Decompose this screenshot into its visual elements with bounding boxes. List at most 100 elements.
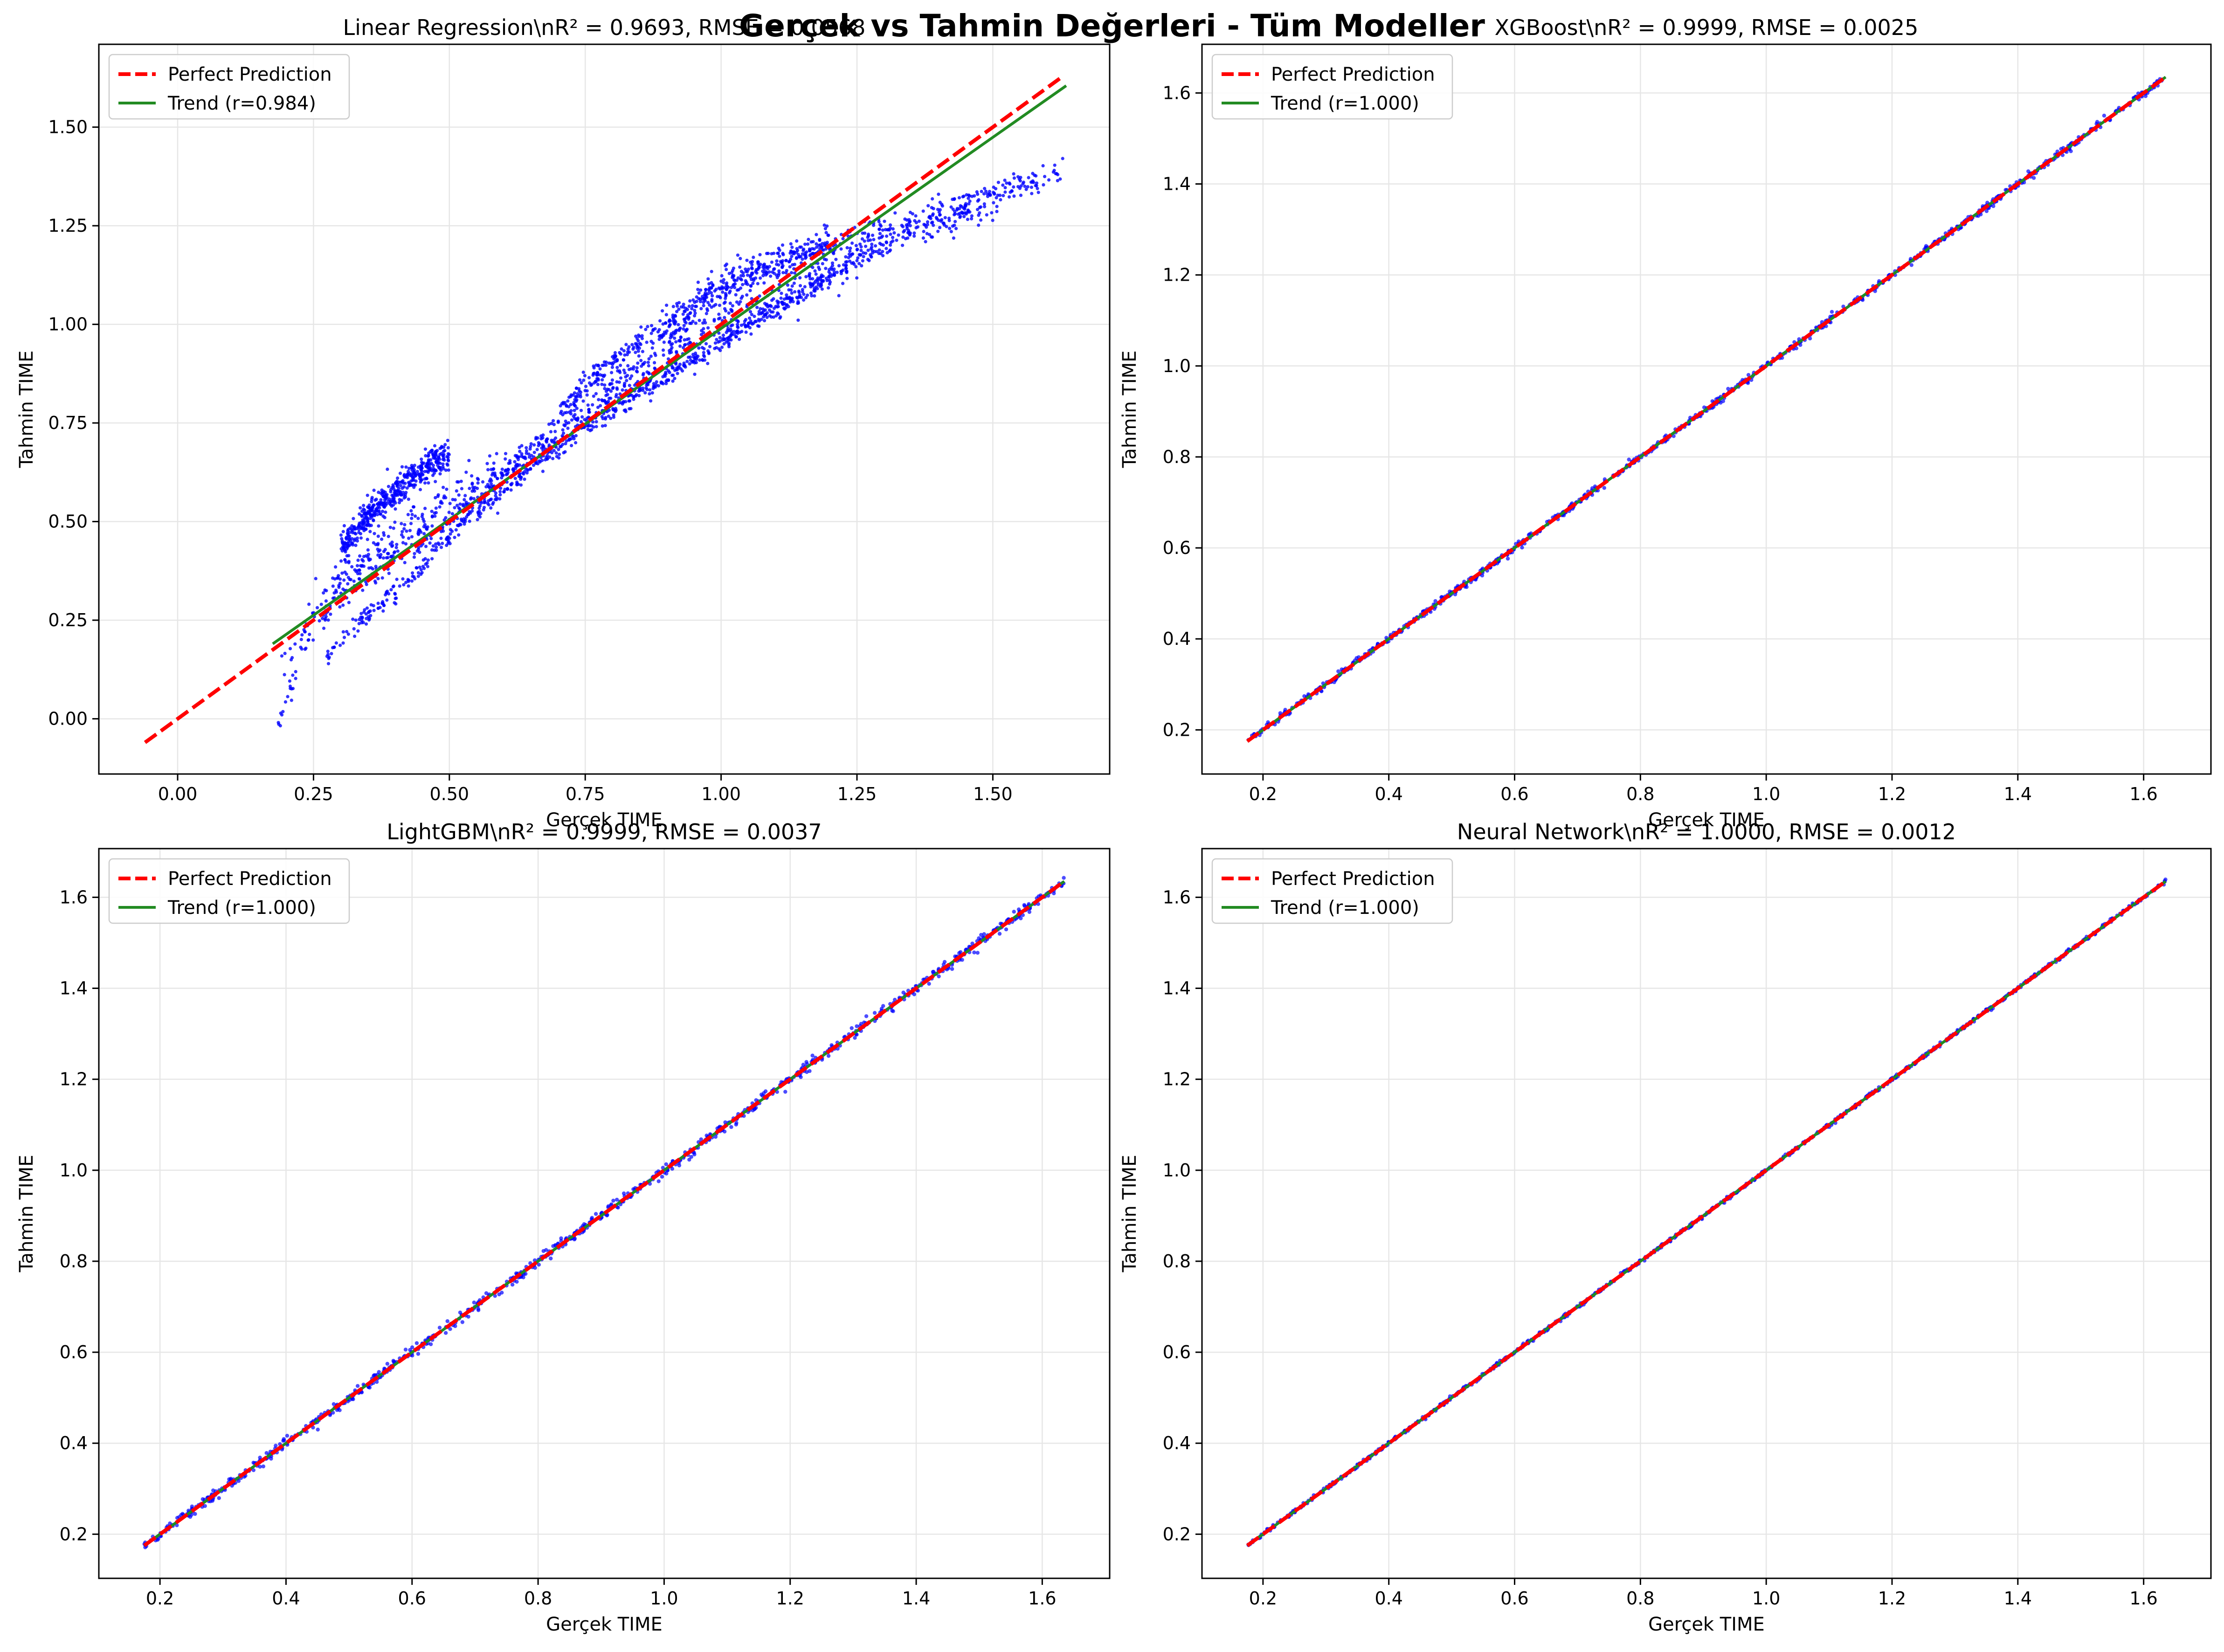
scatter-point (1808, 336, 1812, 341)
scatter-point (389, 500, 393, 504)
scatter-point (649, 332, 653, 335)
scatter-point (1008, 182, 1012, 186)
scatter-point (982, 202, 986, 206)
scatter-point (664, 332, 668, 335)
scatter-point (755, 271, 759, 275)
scatter-point (622, 384, 626, 388)
scatter-point (801, 249, 805, 252)
scatter-point (407, 584, 410, 588)
scatter-point (362, 507, 366, 511)
x-tick-label: 0.25 (294, 784, 333, 804)
scatter-point (859, 249, 863, 252)
scatter-point (937, 974, 941, 979)
scatter-point (778, 255, 781, 258)
scatter-point (432, 471, 436, 475)
scatter-point (258, 1465, 262, 1469)
scatter-point (391, 585, 395, 588)
scatter-point (675, 302, 679, 305)
scatter-point (348, 543, 352, 547)
scatter-point (403, 1348, 408, 1352)
scatter-point (1042, 183, 1045, 187)
scatter-point (471, 485, 475, 489)
scatter-point (544, 458, 547, 462)
scatter-point (1453, 592, 1457, 597)
scatter-point (385, 556, 388, 560)
scatter-point (288, 684, 292, 688)
scatter-point (1053, 163, 1057, 167)
scatter-point (351, 617, 355, 621)
scatter-point (1030, 192, 1034, 195)
scatter-point (639, 325, 643, 329)
scatter-point (692, 1152, 697, 1157)
scatter-point (434, 506, 438, 510)
scatter-point (594, 420, 598, 424)
scatter-point (758, 253, 762, 256)
scatter-point (294, 670, 297, 674)
scatter-point (661, 322, 665, 326)
scatter-point (811, 283, 815, 286)
scatter-point (687, 304, 691, 308)
scatter-point (677, 323, 680, 326)
scatter-point (390, 486, 394, 490)
scatter-point (583, 418, 587, 422)
scatter-point (612, 357, 616, 361)
scatter-point (879, 235, 883, 239)
scatter-point (648, 388, 652, 392)
scatter-point (889, 248, 892, 252)
scatter-point (388, 542, 392, 546)
scatter-point (340, 537, 344, 540)
scatter-point (723, 1120, 727, 1125)
scatter-point (408, 529, 412, 532)
panel-3: Neural Network\nR² = 1.0000, RMSE = 0.00… (1119, 819, 2212, 1635)
scatter-point (828, 272, 832, 276)
scatter-point (373, 532, 376, 535)
scatter-point (839, 272, 843, 276)
scatter-point (377, 524, 380, 528)
scatter-point (477, 477, 480, 481)
scatter-point (905, 223, 908, 227)
scatter-point (410, 535, 414, 539)
scatter-point (725, 340, 728, 344)
scatter-point (356, 559, 360, 562)
scatter-point (575, 407, 579, 410)
scatter-point (525, 449, 528, 453)
scatter-point (746, 273, 750, 277)
scatter-point (757, 325, 761, 328)
scatter-point (525, 446, 528, 449)
scatter-point (824, 231, 828, 235)
scatter-point (752, 321, 755, 325)
scatter-point (366, 538, 369, 541)
scatter-point (380, 488, 384, 492)
scatter-point (492, 461, 496, 465)
y-tick-label: 0.8 (1163, 447, 1191, 467)
scatter-point (623, 371, 627, 375)
scatter-point (459, 479, 463, 483)
scatter-point (439, 546, 443, 549)
scatter-point (283, 651, 287, 655)
scatter-point (1035, 181, 1039, 185)
scatter-point (759, 1092, 764, 1097)
scatter-point (952, 236, 955, 240)
scatter-point (424, 545, 428, 548)
scatter-point (331, 1410, 335, 1415)
scatter-point (487, 485, 491, 489)
scatter-point (435, 449, 439, 452)
scatter-point (711, 294, 714, 297)
scatter-point (491, 501, 495, 505)
scatter-point (757, 310, 761, 313)
scatter-point (516, 456, 520, 459)
scatter-point (614, 394, 618, 399)
scatter-point (622, 349, 626, 353)
scatter-point (777, 263, 780, 267)
scatter-point (792, 252, 796, 256)
scatter-point (407, 498, 410, 501)
scatter-point (661, 348, 665, 352)
scatter-point (670, 334, 674, 339)
scatter-point (967, 202, 971, 206)
scatter-point (430, 510, 434, 513)
scatter-point (492, 467, 496, 471)
scatter-point (995, 205, 999, 208)
scatter-point (796, 300, 800, 304)
scatter-point (331, 584, 335, 588)
scatter-point (395, 493, 399, 497)
